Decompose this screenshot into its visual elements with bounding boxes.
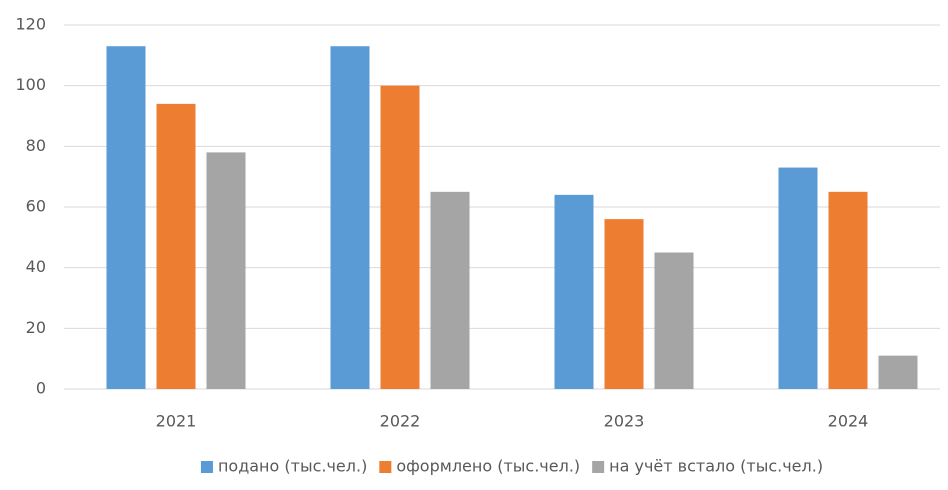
bar: [604, 219, 644, 389]
legend-label: на учёт встало (тыс.чел.): [609, 457, 823, 476]
bar: [430, 191, 470, 389]
y-tick-label: 0: [36, 379, 46, 398]
y-tick-label: 100: [15, 75, 46, 94]
y-tick-label: 120: [15, 15, 46, 34]
x-tick-label: 2021: [156, 412, 197, 431]
bar: [828, 191, 868, 389]
bar: [380, 85, 420, 390]
legend-label: подано (тыс.чел.): [218, 457, 367, 476]
y-tick-label: 40: [26, 257, 46, 276]
bar: [106, 46, 146, 389]
legend-label: оформлено (тыс.чел.): [396, 457, 580, 476]
bar: [206, 152, 246, 389]
x-tick-label: 2024: [828, 412, 869, 431]
y-tick-label: 60: [26, 197, 46, 216]
x-tick-label: 2023: [604, 412, 645, 431]
y-tick-label: 80: [26, 136, 46, 155]
legend-swatch: [592, 461, 605, 473]
bar: [554, 194, 594, 389]
x-tick-label: 2022: [380, 412, 421, 431]
bar: [778, 167, 818, 389]
bar: [156, 103, 196, 389]
bar: [654, 252, 694, 389]
legend-swatch: [379, 461, 392, 473]
legend: подано (тыс.чел.) оформлено (тыс.чел.) на …: [200, 457, 823, 476]
bar: [878, 355, 918, 389]
bar: [330, 46, 370, 389]
legend-swatch: [200, 461, 213, 473]
y-tick-label: 20: [26, 318, 46, 337]
